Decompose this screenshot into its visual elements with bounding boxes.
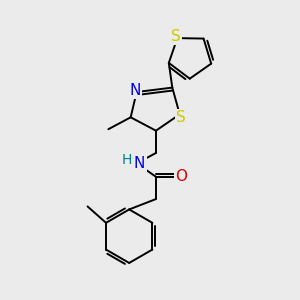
Text: N: N [130, 83, 141, 98]
Text: S: S [171, 29, 181, 44]
Text: H: H [122, 153, 132, 167]
Text: N: N [134, 156, 145, 171]
Text: S: S [176, 110, 186, 125]
Text: O: O [175, 169, 187, 184]
